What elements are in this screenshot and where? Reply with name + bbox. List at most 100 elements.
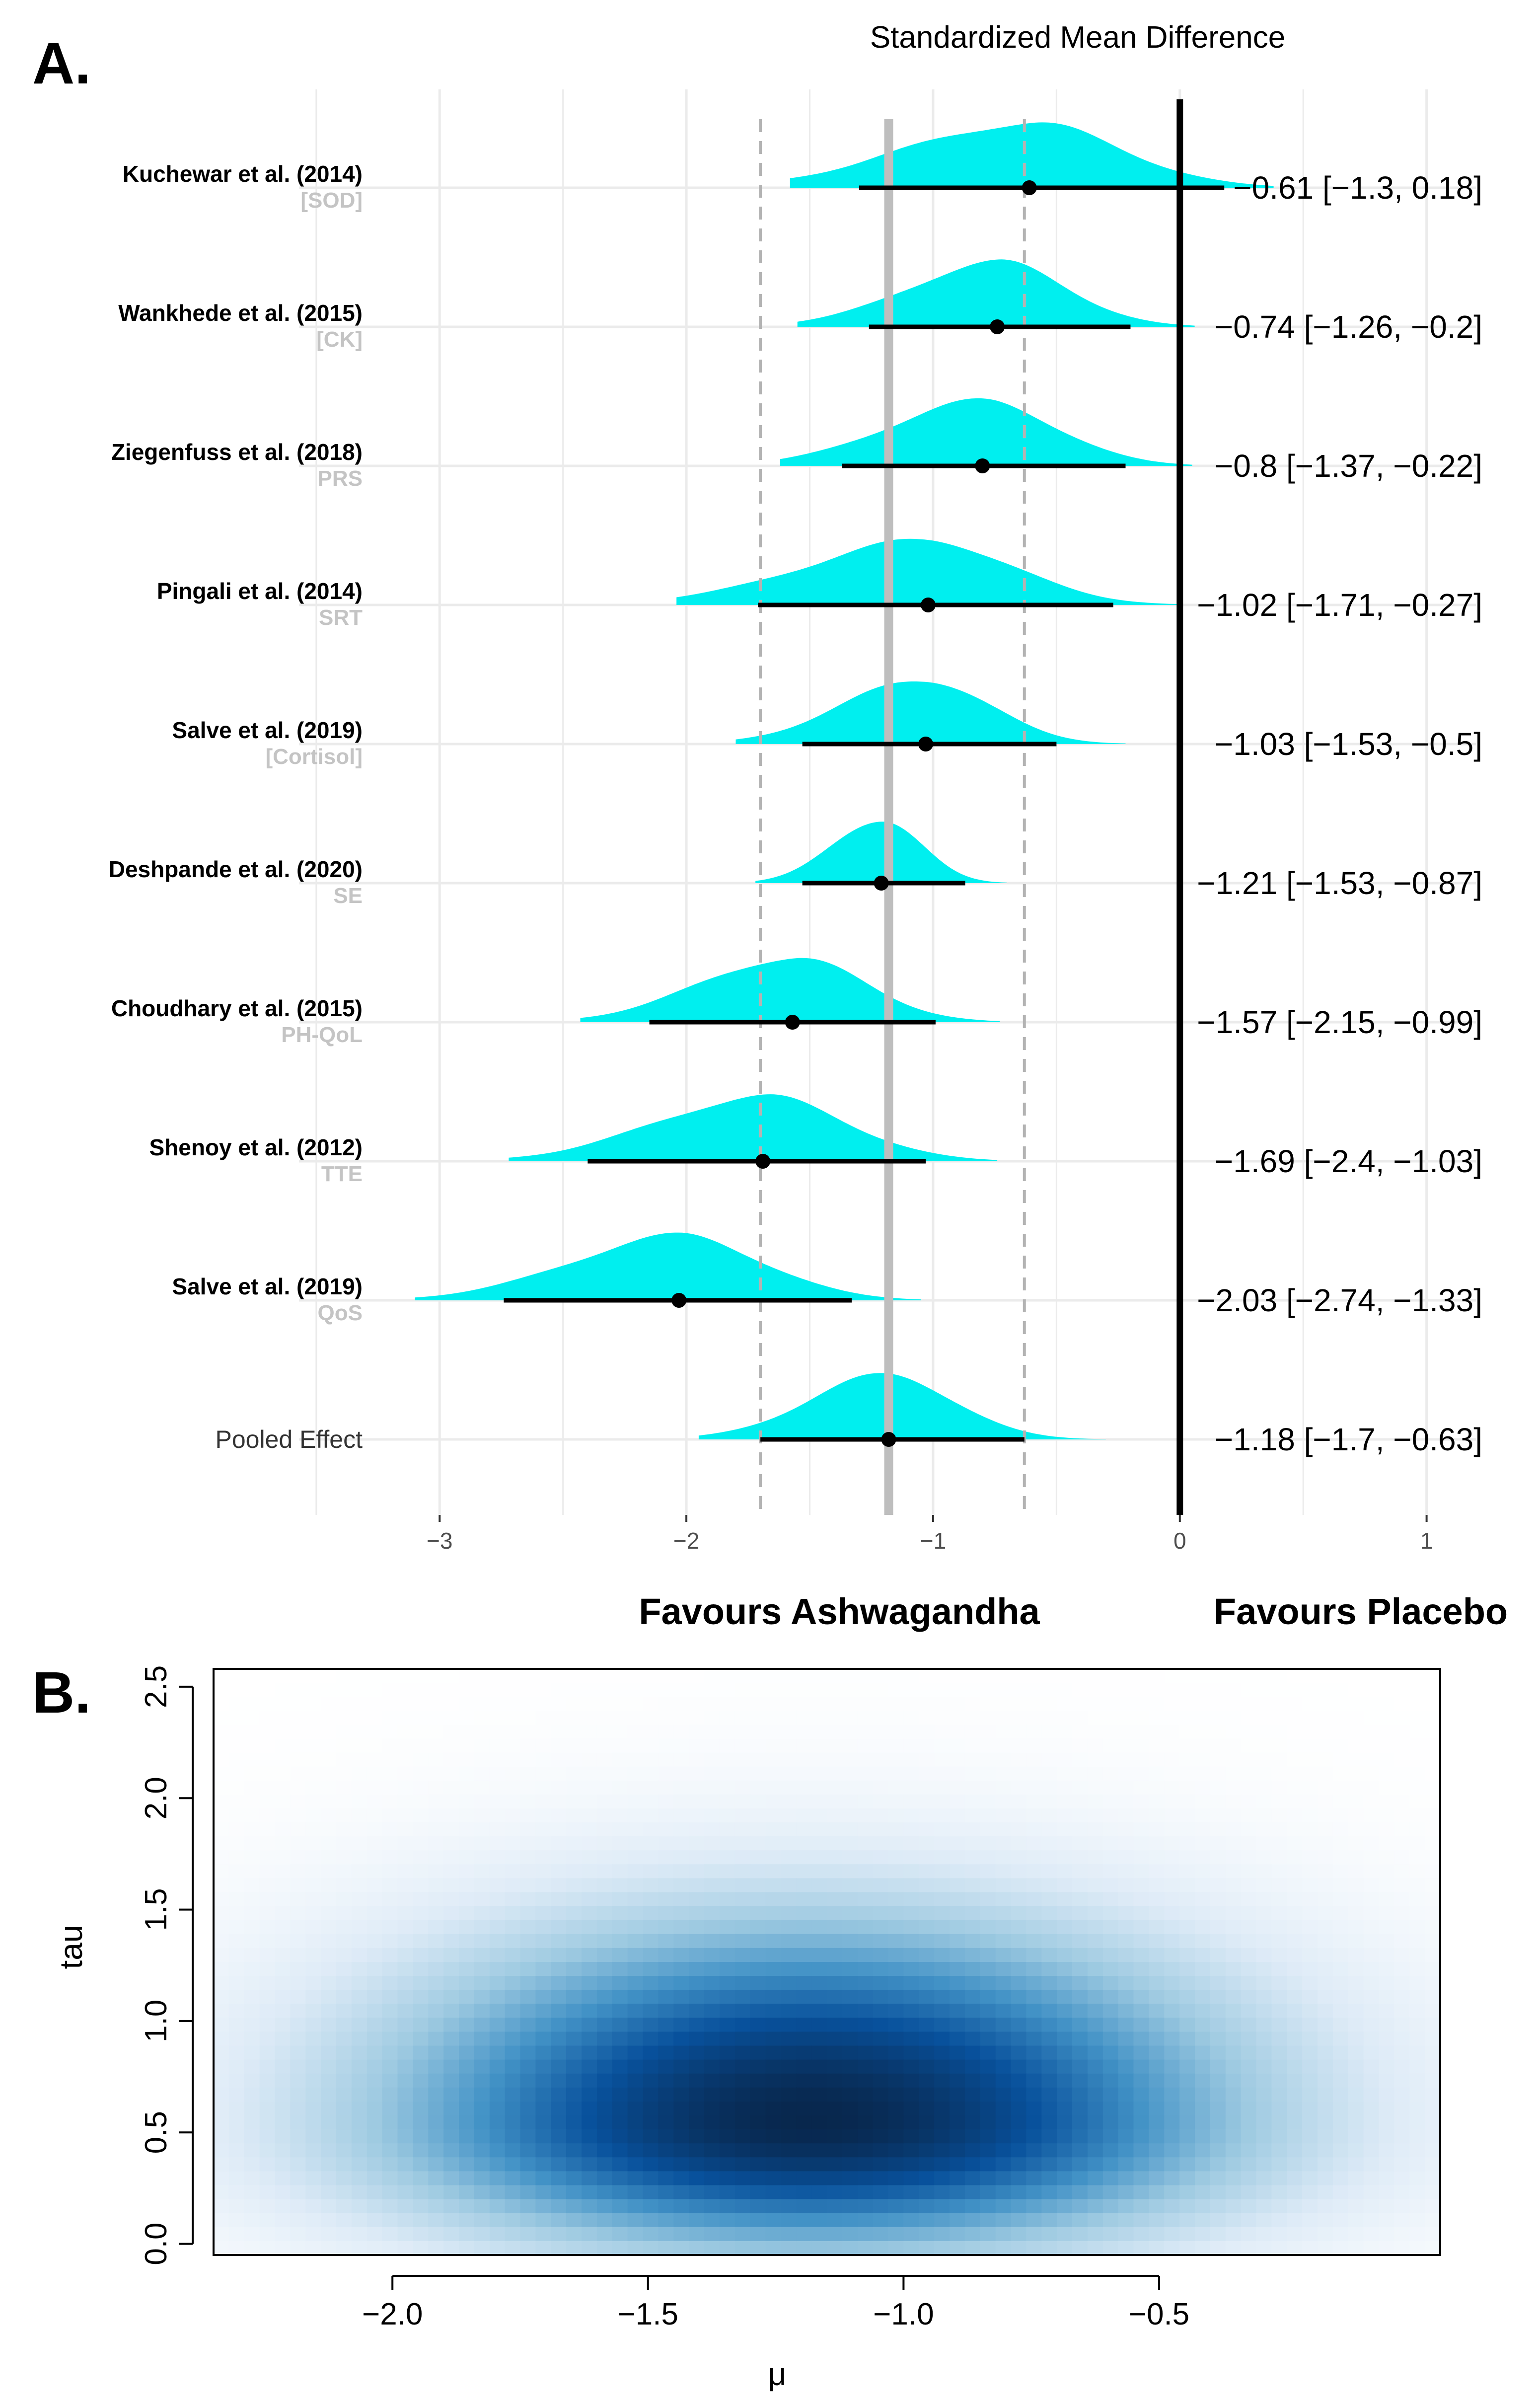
heatmap-cell	[321, 2059, 337, 2074]
heatmap-cell	[336, 1990, 352, 2005]
heatmap-cell	[1394, 1878, 1410, 1893]
heatmap-cell	[1225, 1766, 1242, 1781]
heatmap-cell	[704, 1836, 720, 1851]
heatmap-cell	[857, 1850, 874, 1865]
heatmap-cell	[719, 2171, 735, 2186]
heatmap-cell	[413, 1766, 429, 1781]
heatmap-cell	[1072, 1738, 1088, 1753]
heatmap-cell	[505, 1780, 521, 1795]
heatmap-cell	[1425, 1850, 1440, 1865]
heatmap-cell	[428, 2143, 444, 2158]
heatmap-cell	[1026, 1878, 1042, 1893]
heatmap-cell	[857, 2199, 874, 2214]
heatmap-cell	[934, 1738, 950, 1753]
heatmap-cell	[428, 1808, 444, 1823]
heatmap-cell	[321, 1948, 337, 1962]
heatmap-cell	[964, 2199, 981, 2214]
heatmap-cell	[873, 1906, 889, 1921]
heatmap-cell	[781, 2073, 797, 2088]
heatmap-cell	[1072, 1822, 1088, 1837]
heatmap-cell	[888, 1669, 904, 1683]
heatmap-cell	[397, 2143, 414, 2158]
heatmap-cell	[934, 1892, 950, 1907]
heatmap-cell	[658, 1962, 674, 1976]
heatmap-cell	[689, 1948, 705, 1962]
heatmap-cell	[1332, 2102, 1349, 2116]
heatmap-cell	[903, 1669, 920, 1683]
heatmap-cell	[397, 1976, 414, 1990]
heatmap-cell	[903, 1850, 920, 1865]
heatmap-cell	[1271, 2241, 1288, 2255]
heatmap-cell	[244, 1850, 260, 1865]
heatmap-cell	[1425, 1822, 1440, 1837]
heatmap-cell	[1394, 1864, 1410, 1879]
heatmap-cell	[1225, 1934, 1242, 1949]
heatmap-cell	[873, 2115, 889, 2130]
heatmap-cell	[275, 2129, 291, 2144]
heatmap-cell	[827, 2227, 843, 2242]
heatmap-cell	[367, 2073, 383, 2088]
heatmap-cell	[582, 2115, 597, 2130]
heatmap-cell	[1133, 2018, 1150, 2032]
heatmap-cell	[934, 1780, 950, 1795]
heatmap-cell	[781, 1683, 797, 1697]
heatmap-cell	[321, 2073, 337, 2088]
heatmap-cell	[1210, 2031, 1226, 2046]
heatmap-cell	[367, 1725, 383, 1739]
heatmap-cell	[1102, 1990, 1119, 2005]
heatmap-cell	[551, 2129, 567, 2144]
heatmap-cell	[1332, 1892, 1349, 1907]
heatmap-cell	[1164, 1962, 1180, 1976]
heatmap-cell	[1149, 2199, 1165, 2214]
heatmap-cell	[474, 2241, 490, 2255]
heatmap-cell	[505, 1976, 521, 1990]
heatmap-cell	[551, 2171, 567, 2186]
heatmap-cell	[582, 1906, 597, 1921]
heatmap-cell	[305, 1683, 321, 1697]
heatmap-cell	[1332, 2115, 1349, 2130]
forest-reference-lines	[759, 99, 1183, 1515]
heatmap-cell	[551, 2102, 567, 2116]
heatmap-cell	[796, 1920, 812, 1935]
heatmap-cell	[1133, 2227, 1150, 2242]
heatmap-cell	[1057, 2059, 1073, 2074]
heatmap-cell	[1225, 1669, 1242, 1683]
heatmap-cell	[505, 2045, 521, 2060]
heatmap-cell	[1057, 1669, 1073, 1683]
heatmap-cell	[765, 1836, 782, 1851]
heatmap-cell	[903, 2031, 920, 2046]
heatmap-cell	[1118, 1752, 1134, 1767]
heatmap-cell	[781, 1669, 797, 1683]
heatmap-cell	[1118, 2241, 1134, 2255]
heatmap-cell	[290, 2073, 306, 2088]
heatmap-cell	[1332, 1711, 1349, 1726]
heatmap-cell	[857, 1878, 874, 1893]
study-point	[918, 737, 934, 751]
heatmap-cell	[1072, 1669, 1088, 1683]
heatmap-cell	[1072, 1850, 1088, 1865]
heatmap-cell	[995, 1906, 1012, 1921]
heatmap-cell	[964, 1990, 981, 2005]
heatmap-cell	[1363, 2199, 1380, 2214]
heatmap-cell	[1195, 1878, 1211, 1893]
heatmap-cell	[1332, 1878, 1349, 1893]
heatmap-cell	[1210, 2213, 1226, 2228]
heatmap-cell	[734, 2031, 751, 2046]
heatmap-cell	[1072, 1990, 1088, 2005]
heatmap-cell	[643, 1808, 659, 1823]
heatmap-cell	[1256, 2241, 1272, 2255]
heatmap-cell	[1179, 2143, 1195, 2158]
heatmap-cell	[596, 1892, 613, 1907]
heatmap-cell	[1409, 2143, 1425, 2158]
heatmap-cell	[1087, 1683, 1103, 1697]
heatmap-cell	[643, 1780, 659, 1795]
heatmap-cell	[520, 1990, 536, 2005]
heatmap-cell	[505, 1697, 521, 1712]
heatmap-cell	[1057, 1766, 1073, 1781]
heatmap-cell	[1133, 2031, 1150, 2046]
heatmap-cell	[275, 1906, 291, 1921]
heatmap-cell	[290, 1920, 306, 1935]
heatmap-cell	[1425, 2227, 1440, 2242]
heatmap-cell	[719, 1669, 735, 1683]
heatmap-cell	[765, 1697, 782, 1712]
